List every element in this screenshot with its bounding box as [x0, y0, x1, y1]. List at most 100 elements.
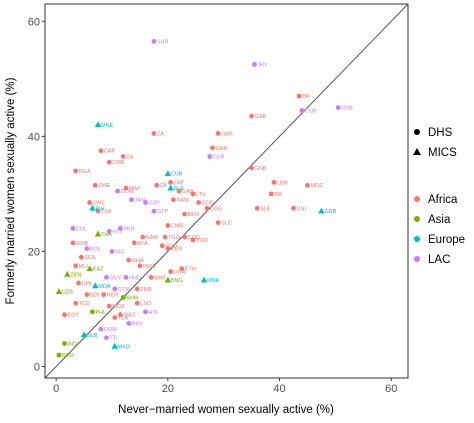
- data-point-dhs: [207, 154, 213, 159]
- data-point-dhs: [249, 113, 255, 119]
- legend: DHS MICS Africa Asia Europe LAC: [413, 127, 465, 266]
- data-point-label: JRY: [257, 62, 268, 68]
- data-point-label: BGD: [62, 353, 74, 359]
- data-point-label: GMB: [76, 241, 89, 247]
- data-point-dhs: [131, 240, 137, 246]
- data-point-label: GAB: [216, 146, 228, 152]
- data-point-dhs: [123, 274, 129, 280]
- data-point-dhs: [115, 188, 120, 194]
- data-point-label: MOZ: [112, 304, 125, 310]
- data-point-label: TZA: [101, 209, 112, 215]
- data-point-dhs: [76, 280, 81, 286]
- data-point-label: NAM: [146, 235, 159, 241]
- data-point-label: HTI: [149, 310, 158, 316]
- data-point-dhs: [62, 341, 67, 346]
- data-point-label: CUB: [305, 108, 317, 114]
- data-point-label: GRB: [324, 209, 336, 215]
- data-point-mics: [200, 276, 208, 283]
- y-tick-label: 20: [28, 246, 40, 258]
- data-point-dhs: [162, 234, 168, 240]
- data-point-label: DOM: [104, 327, 117, 333]
- data-point-mics: [167, 184, 174, 191]
- data-point-dhs: [126, 320, 132, 326]
- data-point-mics: [94, 230, 102, 237]
- data-point-label: LTV: [196, 192, 206, 198]
- data-point-label: LBR: [277, 180, 288, 186]
- data-point-mics: [318, 207, 325, 214]
- data-point-dhs: [87, 200, 93, 205]
- data-point-label: MNE: [207, 278, 220, 284]
- data-point-dhs: [179, 266, 185, 272]
- data-point-dhs: [129, 197, 134, 203]
- data-point-label: SLE: [260, 206, 271, 212]
- data-point-dhs: [210, 145, 215, 151]
- data-point-label: TTI: [109, 336, 118, 342]
- data-point-label: TCD: [79, 301, 90, 307]
- data-point-label: ZA: [157, 131, 164, 137]
- data-point-label: GTP: [157, 209, 169, 215]
- data-point-dhs: [104, 335, 109, 341]
- data-point-mics: [89, 204, 96, 211]
- data-point-label: MNE: [101, 123, 114, 129]
- data-point-label: THA: [101, 232, 112, 238]
- data-point-label: MLI: [79, 264, 89, 270]
- legend-shape-label: MICS: [428, 147, 457, 159]
- data-point-label: ZEN: [70, 272, 81, 278]
- data-point-label: CMR: [112, 160, 125, 166]
- data-point-dhs: [252, 62, 257, 67]
- data-point-label: SEN: [84, 255, 95, 261]
- data-point-dhs: [106, 159, 112, 165]
- data-point-dhs: [95, 208, 101, 214]
- data-point-label: BDI: [90, 293, 100, 299]
- data-point-label: PRY: [132, 321, 144, 327]
- data-point-label: ZA: [126, 154, 133, 160]
- data-point-dhs: [84, 246, 90, 251]
- data-point-dhs: [109, 249, 115, 254]
- data-point-label: GAB: [255, 114, 267, 120]
- data-point-dhs: [168, 269, 174, 274]
- data-point-dhs: [134, 286, 140, 292]
- data-point-label: GAB: [221, 131, 233, 137]
- legend-region-label: Europe: [428, 234, 465, 246]
- data-point-mics: [164, 276, 172, 283]
- data-point-dhs: [215, 131, 221, 136]
- data-point-mics: [164, 170, 172, 177]
- data-point-label: IND: [68, 341, 78, 347]
- data-point-mics: [64, 270, 71, 277]
- data-point-label: COG: [202, 201, 215, 207]
- data-point-dhs: [176, 188, 182, 194]
- data-point-label: CMR: [171, 224, 184, 230]
- data-point-dhs: [140, 234, 146, 240]
- y-tick-label: 40: [28, 131, 40, 143]
- data-point-dhs: [78, 254, 84, 260]
- data-point-dhs: [190, 237, 196, 243]
- data-point-label: ZAF: [174, 180, 185, 186]
- y-tick-label: 0: [34, 361, 40, 373]
- data-point-label: ETH: [185, 267, 196, 273]
- x-axis-title: Never−married women sexually active (%): [118, 404, 334, 416]
- data-point-label: MWI: [154, 275, 166, 281]
- data-point-dhs: [249, 165, 255, 171]
- legend-circle-symbol: [414, 129, 420, 135]
- data-point-label: TGO: [168, 235, 181, 241]
- data-point-label: LSO: [140, 301, 152, 307]
- data-point-dhs: [168, 179, 174, 185]
- data-point-label: CUB: [171, 172, 183, 178]
- data-point-dhs: [254, 205, 260, 211]
- data-point-dhs: [137, 263, 143, 269]
- data-point-label: JAN: [135, 198, 145, 204]
- data-point-dhs: [271, 179, 277, 185]
- data-point-label: GHA: [132, 258, 144, 264]
- data-point-label: RWA: [143, 264, 156, 270]
- data-point-dhs: [84, 292, 90, 297]
- data-point-label: ZWE: [98, 183, 111, 189]
- x-tick-label: 20: [162, 383, 174, 395]
- data-point-dhs: [70, 226, 76, 231]
- legend-color-swatch: [414, 196, 420, 202]
- data-point-label: KEN: [171, 247, 182, 253]
- data-point-dhs: [62, 312, 67, 318]
- data-point-label: UGA: [174, 270, 186, 276]
- data-point-dhs: [299, 108, 305, 113]
- data-point-dhs: [101, 292, 107, 297]
